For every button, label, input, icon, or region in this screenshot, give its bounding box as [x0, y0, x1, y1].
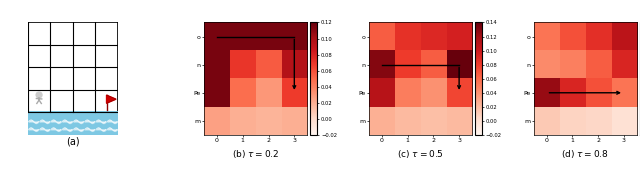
X-axis label: (b) $\tau = 0.2$: (b) $\tau = 0.2$ — [232, 148, 279, 160]
Polygon shape — [106, 95, 116, 103]
Circle shape — [36, 92, 42, 98]
Bar — [28, 111, 118, 135]
X-axis label: (d) $\tau = 0.8$: (d) $\tau = 0.8$ — [561, 148, 609, 160]
Text: (a): (a) — [66, 137, 79, 147]
X-axis label: (c) $\tau = 0.5$: (c) $\tau = 0.5$ — [397, 148, 444, 160]
